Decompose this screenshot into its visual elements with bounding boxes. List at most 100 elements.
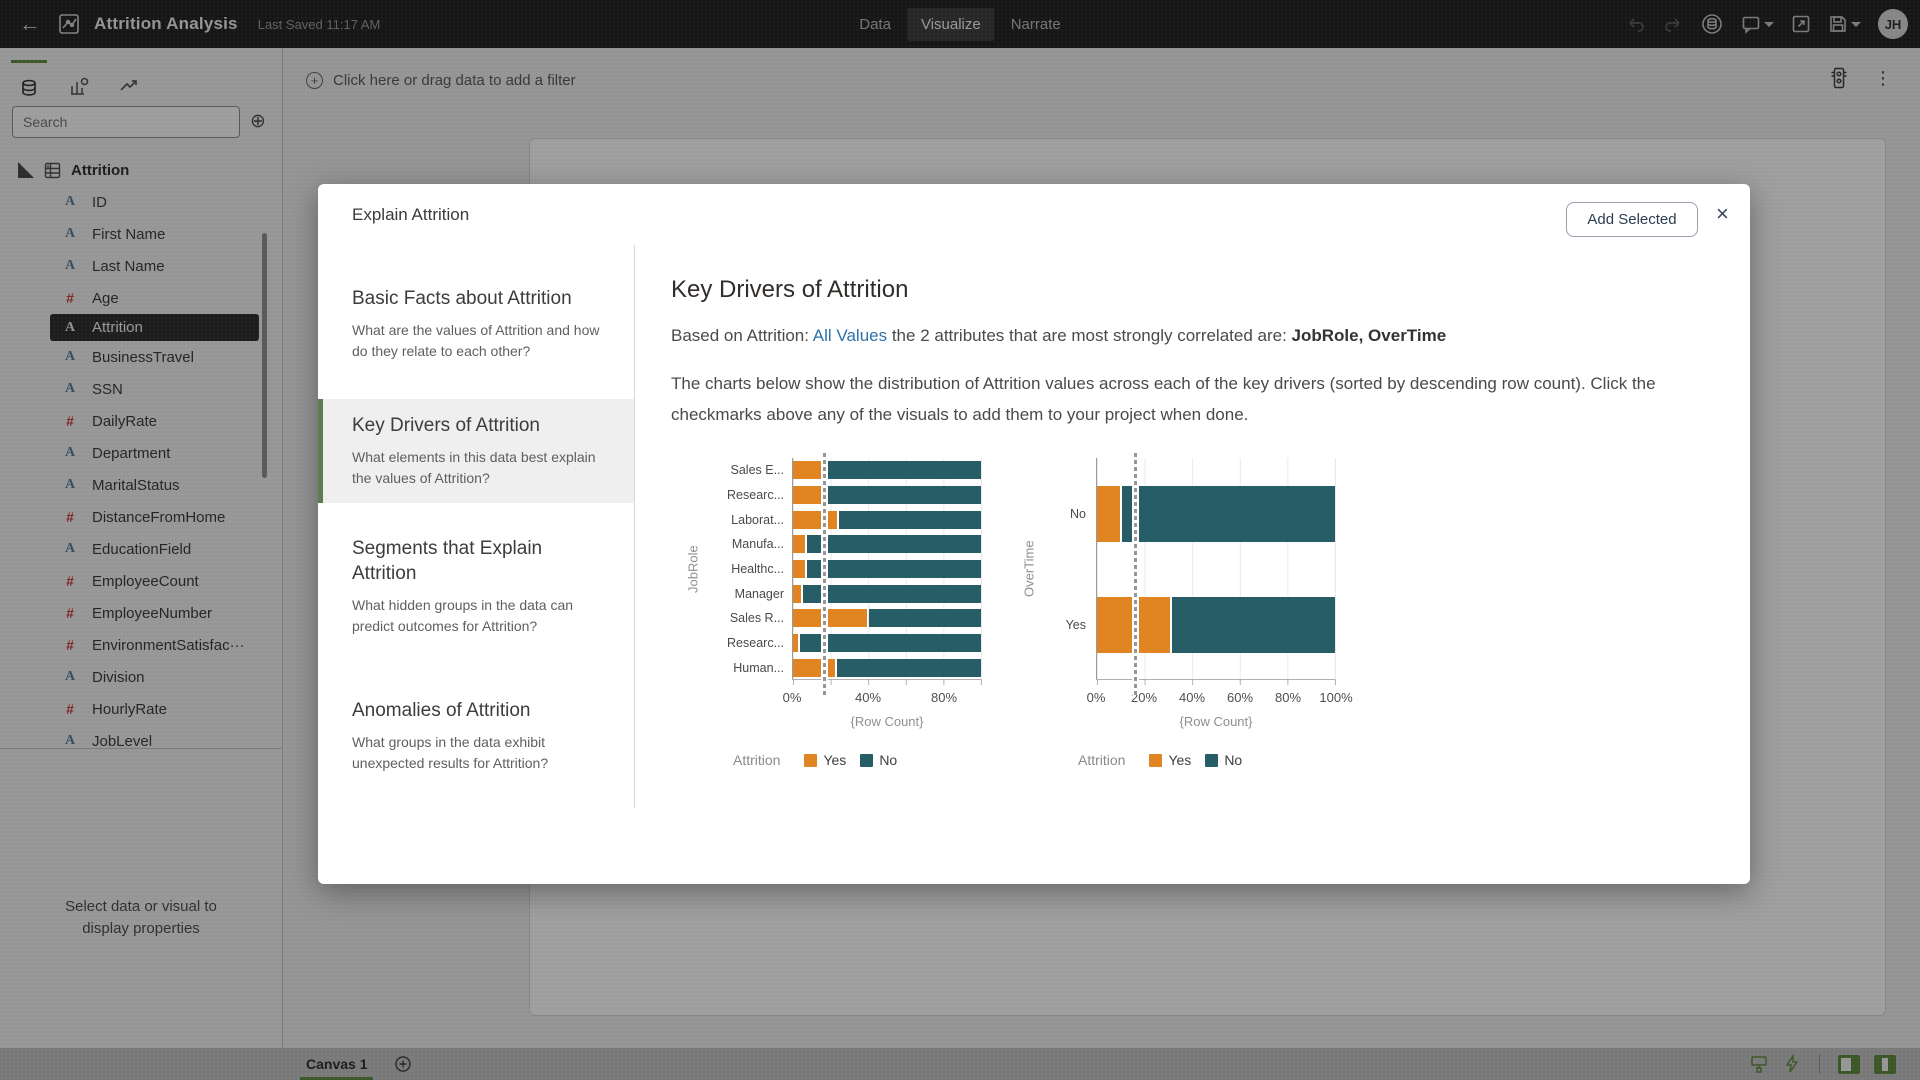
legend-label: Yes <box>823 752 847 768</box>
tab-data[interactable]: Data <box>845 8 905 41</box>
close-icon[interactable]: × <box>1716 201 1729 226</box>
filter-bar-icons: ⋮ <box>1830 66 1892 90</box>
all-values-link[interactable]: All Values <box>812 326 888 345</box>
field-item-dailyrate[interactable]: # DailyRate <box>0 405 283 437</box>
toggle-left-panel-icon[interactable] <box>1838 1054 1860 1074</box>
text-type-icon: A <box>60 258 80 274</box>
text-type-icon: A <box>60 445 80 461</box>
add-selected-button[interactable]: Add Selected <box>1566 202 1698 237</box>
field-item-ssn[interactable]: A SSN <box>0 373 283 405</box>
redo-icon[interactable] <box>1663 14 1683 34</box>
auto-insights-bolt-icon[interactable] <box>1783 1054 1801 1074</box>
comment-dropdown-caret[interactable] <box>1764 21 1774 27</box>
search-box <box>12 106 240 138</box>
bar-row <box>793 631 981 656</box>
legend-entry-yes: Yes <box>1149 752 1191 768</box>
field-item-educationfield[interactable]: A EducationField <box>0 533 283 565</box>
x-tick-label: 0% <box>782 690 802 705</box>
comment-icon[interactable] <box>1741 14 1774 34</box>
tab-narrate[interactable]: Narrate <box>997 8 1075 41</box>
add-data-icon[interactable]: ⊕ <box>250 110 266 133</box>
explain-menu-item-segments-that-explain-attrition[interactable]: Segments that Explain Attrition What hidd… <box>318 522 634 651</box>
field-item-attrition[interactable]: A Attrition <box>50 314 259 341</box>
explain-menu-item-basic-facts-about-attrition[interactable]: Basic Facts about Attrition What are the … <box>318 272 634 376</box>
menu-item-title: Segments that Explain Attrition <box>352 538 543 584</box>
back-arrow-icon[interactable]: ← <box>16 11 44 37</box>
bar-segment-no <box>824 461 981 480</box>
search-input[interactable] <box>12 106 240 138</box>
save-dropdown-caret[interactable] <box>1851 21 1861 27</box>
field-item-businesstravel[interactable]: A BusinessTravel <box>0 341 283 373</box>
sidebar-scrollbar[interactable] <box>262 233 267 478</box>
field-item-distancefromhome[interactable]: # DistanceFromHome <box>0 501 283 533</box>
filter-controls-icon[interactable] <box>1830 66 1848 90</box>
field-item-joblevel[interactable]: A JobLevel <box>0 725 283 749</box>
category-label: Sales R... <box>729 611 784 626</box>
category-label: Manager <box>734 586 784 601</box>
field-list: AIDAFirst NameALast Name#AgeAAttritionAB… <box>0 186 283 748</box>
dataset-row-attrition[interactable]: Attrition <box>0 154 283 186</box>
explain-menu-item-anomalies-of-attrition[interactable]: Anomalies of Attrition What groups in the… <box>318 684 634 788</box>
toggle-right-panel-icon[interactable] <box>1874 1054 1896 1074</box>
field-item-hourlyrate[interactable]: # HourlyRate <box>0 693 283 725</box>
legend-entry-yes: Yes <box>804 752 846 768</box>
stacked-bar <box>1097 485 1335 542</box>
field-item-employeenumber[interactable]: # EmployeeNumber <box>0 597 283 629</box>
tab-data-panel[interactable] <box>11 58 47 98</box>
field-item-first-name[interactable]: A First Name <box>0 218 283 250</box>
canvas-tab-1[interactable]: Canvas 1 <box>300 1048 374 1080</box>
bar-segment-no <box>824 485 981 504</box>
canvas-style-icon[interactable] <box>1749 1054 1769 1074</box>
category-axis-labels: Sales E... Researc... Laborat... Manufa... H… <box>714 458 784 680</box>
field-item-environmentsatisfac[interactable]: # EnvironmentSatisfac··· <box>0 629 283 661</box>
number-type-icon: # <box>60 605 80 621</box>
category-label: Healthc... <box>731 561 784 576</box>
explain-menu-item-key-drivers-of-attrition[interactable]: Key Drivers of Attrition What elements in… <box>318 399 634 503</box>
user-avatar[interactable]: JH <box>1878 9 1908 39</box>
field-item-age[interactable]: # Age <box>0 282 283 314</box>
bar-segment-yes <box>1097 485 1120 542</box>
field-item-division[interactable]: A Division <box>0 661 283 693</box>
add-filter-target[interactable]: + Click here or drag data to add a filte… <box>306 72 576 89</box>
bar-segment-no <box>807 559 981 578</box>
legend-title: Attrition <box>1078 752 1126 768</box>
bar-segment-yes <box>793 510 838 529</box>
field-label: MaritalStatus <box>92 477 180 494</box>
correlation-summary: Based on Attrition: All Values the 2 att… <box>671 326 1446 346</box>
category-label: Human... <box>733 660 784 675</box>
driver-charts: JobRole Sales E... Researc... Laborat... Man… <box>318 184 1750 884</box>
legend-swatch <box>860 753 874 767</box>
legend-swatch <box>1205 753 1219 767</box>
x-tick-label: 0% <box>1086 690 1106 705</box>
canvas-tab-bar: Canvas 1 <box>0 1048 1920 1080</box>
bar-row <box>793 606 981 631</box>
field-item-employeecount[interactable]: # EmployeeCount <box>0 565 283 597</box>
field-label: ID <box>92 194 107 211</box>
field-item-id[interactable]: A ID <box>0 186 283 218</box>
field-label: Attrition <box>92 319 143 336</box>
legend-swatch <box>804 753 818 767</box>
save-icon[interactable] <box>1828 14 1861 34</box>
field-label: EnvironmentSatisfac··· <box>92 637 245 654</box>
tab-visualize[interactable]: Visualize <box>906 7 995 41</box>
category-label: Researc... <box>727 635 784 650</box>
tab-visualizations[interactable] <box>64 58 94 98</box>
number-type-icon: # <box>60 637 80 653</box>
undo-icon[interactable] <box>1626 14 1646 34</box>
field-item-last-name[interactable]: A Last Name <box>0 250 283 282</box>
explain-dialog: Explain Attrition Add Selected × Basic F… <box>318 184 1750 884</box>
present-mode-icon[interactable] <box>1791 14 1811 34</box>
text-type-icon: A <box>60 349 80 365</box>
expand-triangle-icon[interactable] <box>18 162 34 178</box>
chart-legend: Attrition Yes No <box>733 752 897 768</box>
refresh-data-icon[interactable] <box>1700 12 1724 36</box>
field-item-maritalstatus[interactable]: A MaritalStatus <box>0 469 283 501</box>
add-canvas-icon[interactable] <box>394 1055 412 1073</box>
category-label: Manufa... <box>731 537 784 552</box>
field-label: EmployeeNumber <box>92 605 212 622</box>
summary-middle: the 2 attributes that are most strongly … <box>887 326 1292 345</box>
category-label: No <box>1070 506 1086 521</box>
field-item-department[interactable]: A Department <box>0 437 283 469</box>
tab-analytics[interactable] <box>114 58 144 98</box>
menu-item-title: Basic Facts about Attrition <box>352 288 572 309</box>
